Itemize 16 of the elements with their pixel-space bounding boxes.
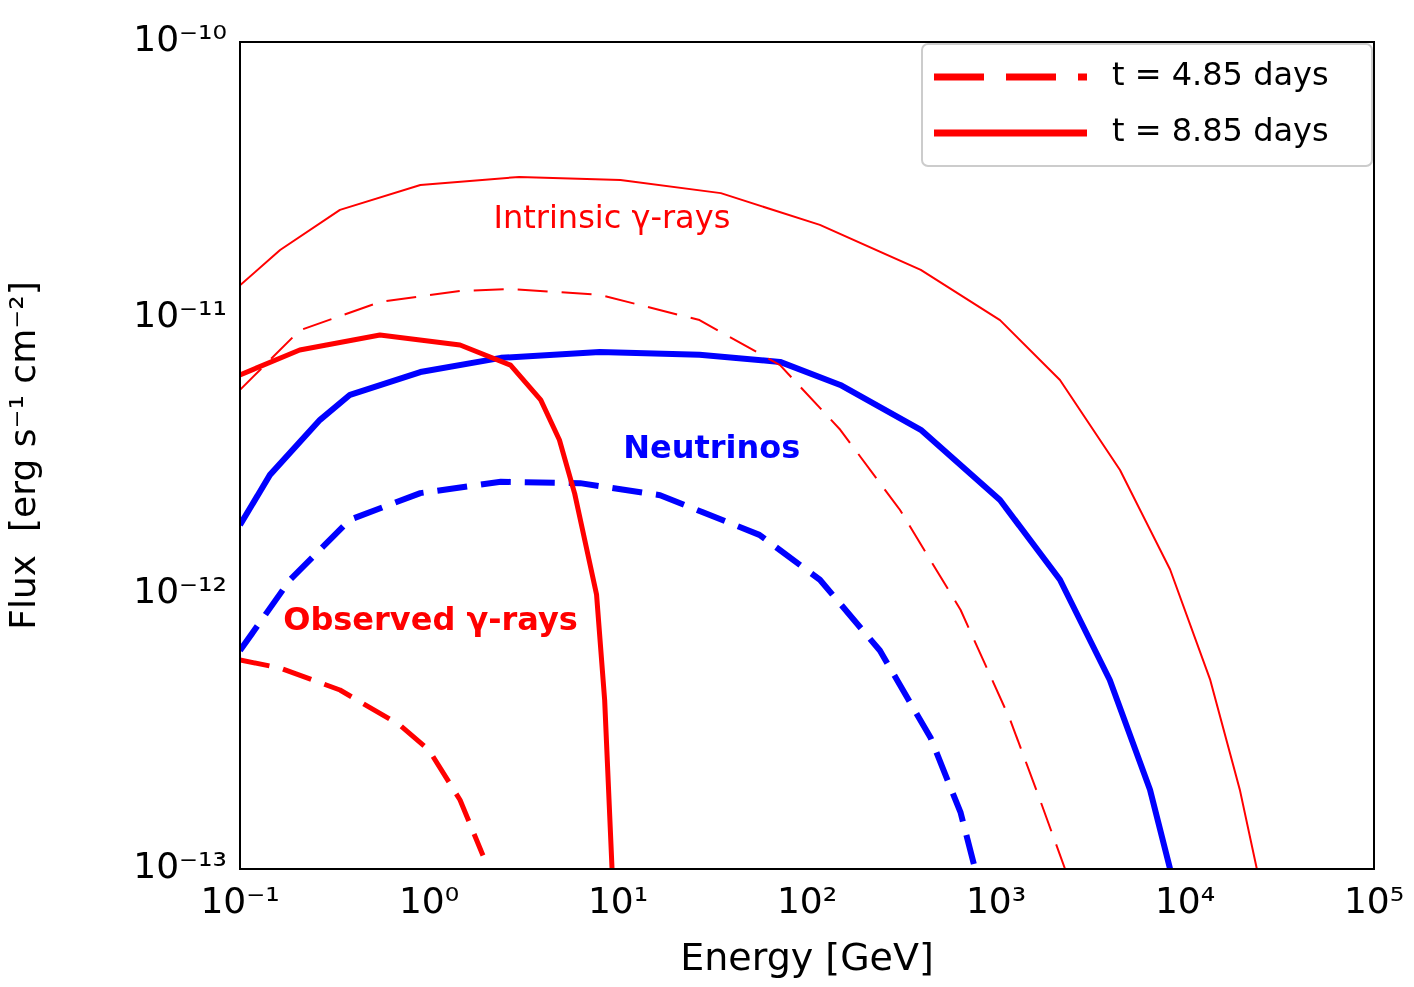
annotation: Neutrinos — [623, 428, 801, 467]
y-tick-label: 10⁻¹⁰ — [133, 18, 227, 60]
x-tick-label: 10³ — [965, 879, 1027, 921]
y-axis-title: Flux [erg s⁻¹ cm⁻²] — [1, 281, 43, 630]
x-tick-label: 10⁴ — [1154, 879, 1216, 921]
legend-label: t = 4.85 days — [1112, 55, 1329, 94]
y-tick-label: 10⁻¹¹ — [133, 294, 227, 336]
x-tick-label: 10² — [776, 879, 838, 921]
x-tick-label: 10⁵ — [1343, 879, 1405, 921]
x-tick-label: 10¹ — [587, 879, 649, 921]
annotation: Intrinsic γ-rays — [493, 198, 731, 237]
annotation: Observed γ-rays — [283, 600, 578, 639]
x-axis-title: Energy [GeV] — [680, 935, 934, 980]
x-tick-label: 10⁰ — [398, 879, 460, 921]
legend-label: t = 8.85 days — [1112, 111, 1329, 150]
y-tick-label: 10⁻¹² — [133, 569, 227, 611]
